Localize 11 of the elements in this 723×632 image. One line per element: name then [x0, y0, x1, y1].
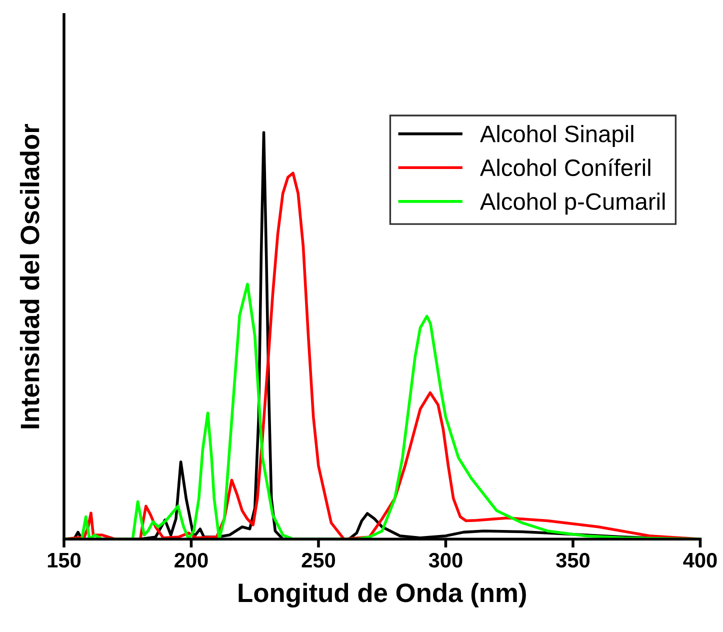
- y-axis-title: Intensidad del Oscilador: [20, 124, 40, 428]
- legend-label: Alcohol Sinapil: [480, 124, 634, 147]
- legend-label: Alcohol Coníferil: [480, 158, 650, 176]
- x-tick-label: 250: [302, 552, 336, 568]
- x-tick-label: 300: [428, 552, 462, 568]
- x-axis-title: Longitud de Onda (nm): [238, 582, 526, 608]
- x-tick-label: 200: [174, 552, 208, 568]
- legend-label: Alcohol p-Cumaril: [480, 192, 665, 215]
- x-tick-label: 400: [683, 552, 717, 568]
- x-tick-label: 150: [48, 552, 81, 568]
- x-tick-label: 350: [556, 552, 590, 568]
